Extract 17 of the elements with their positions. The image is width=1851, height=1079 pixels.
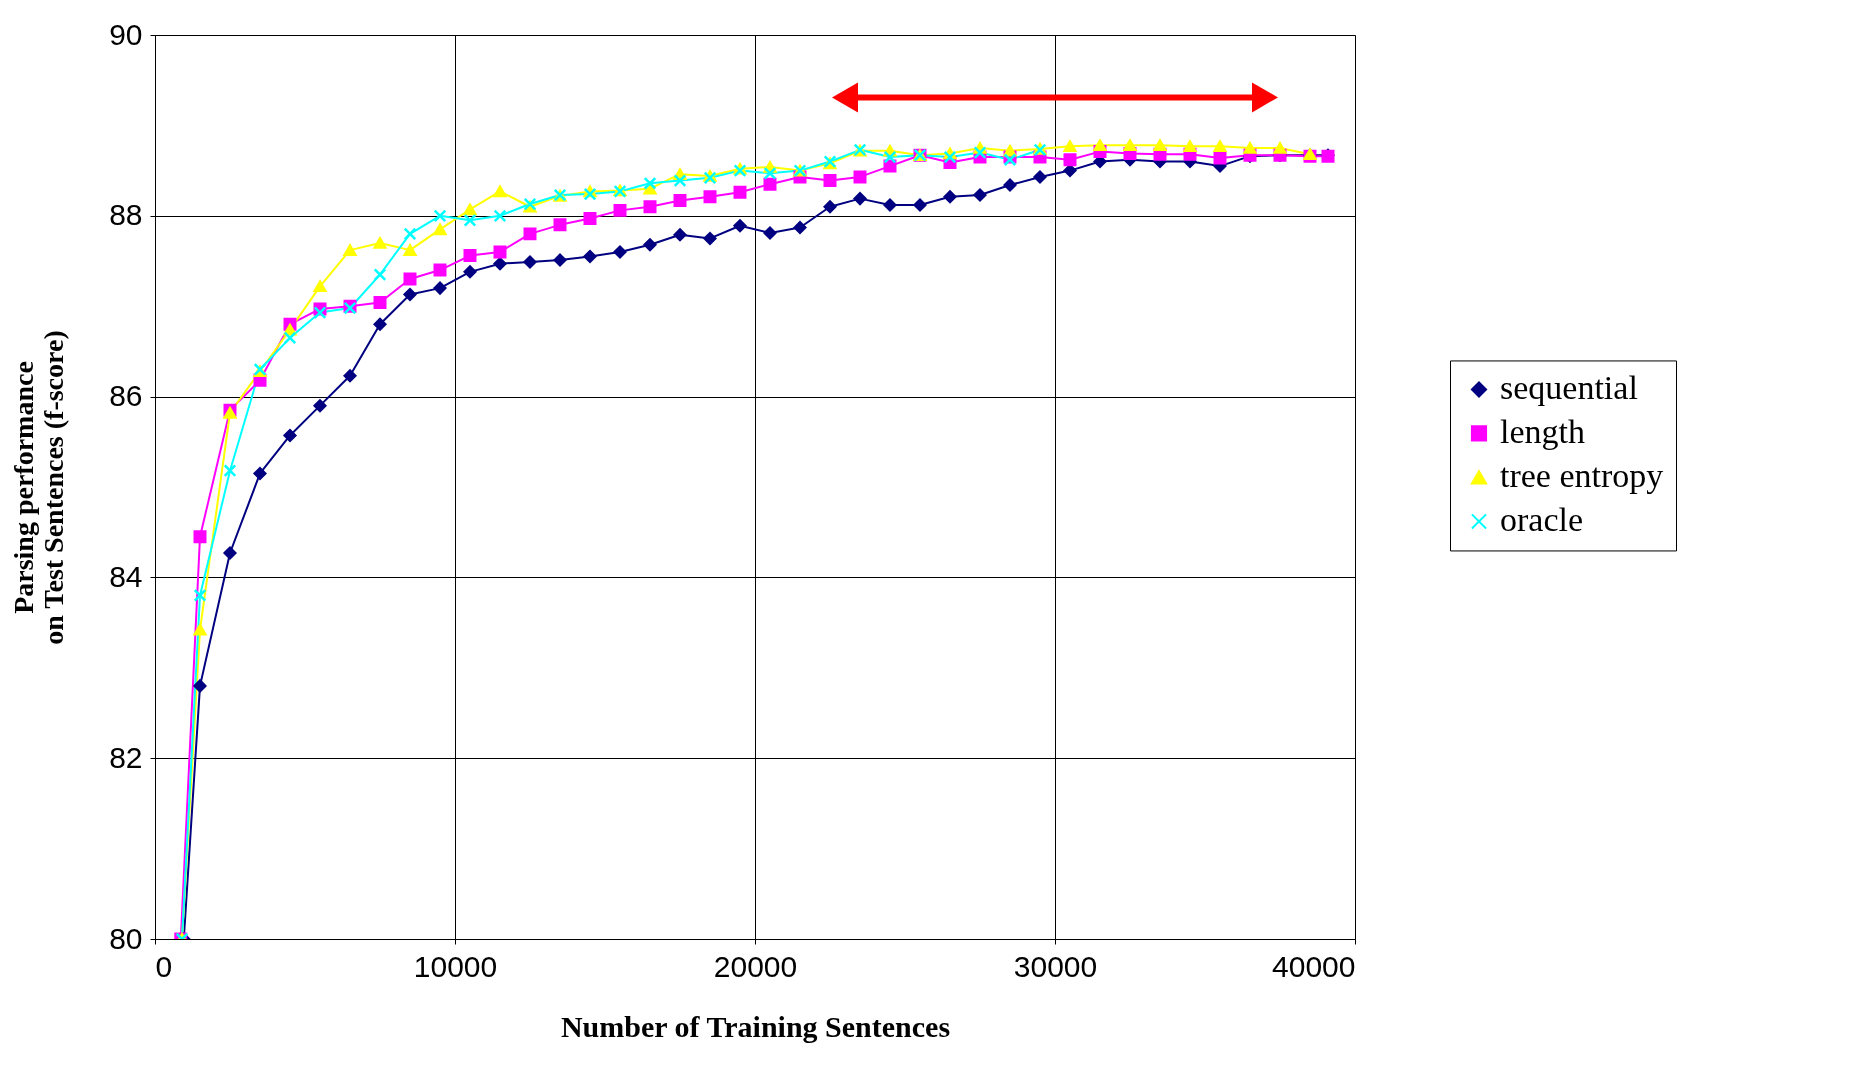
y-tick-label: 82 (109, 740, 143, 774)
x-tick-label: 0 (155, 949, 173, 983)
y-tick-label: 90 (109, 17, 143, 51)
y-axis-title: Parsing performance on Test Sentences (f-score) (8, 330, 70, 645)
y-tick-label: 80 (109, 921, 143, 955)
x-axis-title: Number of Training Sentences (560, 1009, 951, 1043)
legend-label: length (1500, 413, 1585, 451)
x-tick-label: 10000 (413, 949, 498, 983)
legend-label: tree entropy (1500, 457, 1664, 495)
y-tick-label: 86 (109, 379, 143, 413)
x-tick-label: 30000 (1013, 949, 1098, 983)
legend-label: oracle (1500, 501, 1584, 539)
y-tick-label: 84 (109, 559, 143, 593)
y-tick-label: 88 (109, 198, 143, 232)
x-tick-label: 40000 (1272, 949, 1356, 983)
legend-label: sequential (1500, 369, 1638, 407)
x-tick-label: 20000 (713, 949, 798, 983)
